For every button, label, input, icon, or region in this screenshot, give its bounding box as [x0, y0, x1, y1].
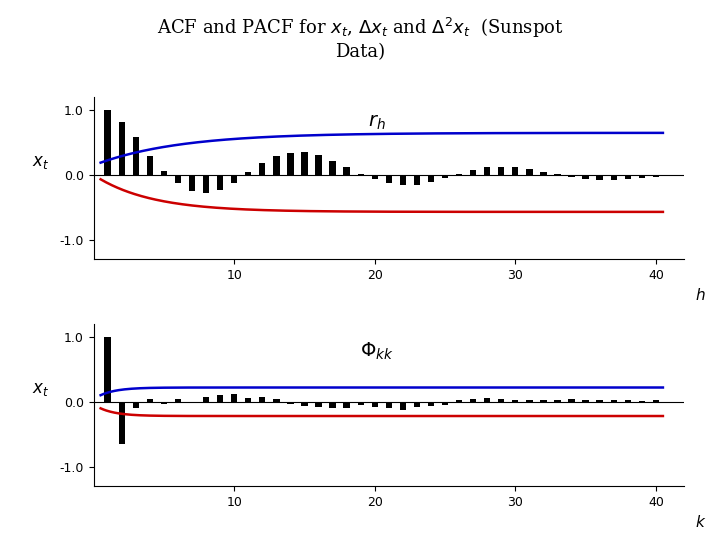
Bar — [132, 402, 139, 408]
Bar — [484, 398, 490, 402]
Bar — [484, 167, 490, 175]
Bar — [147, 156, 153, 175]
Bar — [104, 337, 111, 402]
Bar — [554, 174, 561, 175]
Bar — [287, 153, 294, 175]
Bar — [273, 156, 279, 175]
Bar — [161, 402, 167, 404]
Bar — [498, 166, 505, 175]
Bar — [442, 402, 448, 405]
Text: $x_t$: $x_t$ — [32, 153, 49, 171]
Bar — [456, 400, 462, 402]
Text: h: h — [696, 288, 706, 303]
Bar — [625, 401, 631, 402]
Bar — [343, 402, 350, 408]
Bar — [400, 402, 406, 409]
Bar — [287, 402, 294, 404]
Bar — [119, 122, 125, 175]
Bar — [372, 402, 378, 407]
Bar — [540, 401, 546, 402]
Bar — [512, 400, 518, 402]
Bar — [315, 155, 322, 175]
Bar — [330, 402, 336, 408]
Text: $\Phi_{kk}$: $\Phi_{kk}$ — [360, 340, 394, 361]
Bar — [245, 172, 251, 175]
Bar — [358, 174, 364, 175]
Text: $r_h$: $r_h$ — [368, 113, 386, 132]
Bar — [217, 395, 223, 402]
Bar — [104, 110, 111, 175]
Bar — [639, 401, 645, 402]
Bar — [203, 396, 210, 402]
Bar — [175, 399, 181, 402]
Bar — [442, 175, 448, 178]
Bar — [526, 401, 533, 402]
Bar — [119, 402, 125, 444]
Text: k: k — [696, 515, 705, 530]
Bar — [653, 175, 659, 177]
Bar — [554, 400, 561, 402]
Bar — [526, 169, 533, 175]
Bar — [498, 399, 505, 402]
Bar — [161, 171, 167, 175]
Bar — [568, 175, 575, 177]
Bar — [330, 161, 336, 175]
Bar — [596, 401, 603, 402]
Bar — [358, 402, 364, 405]
Bar — [189, 175, 195, 191]
Bar — [596, 175, 603, 180]
Bar — [470, 399, 477, 402]
Bar — [301, 152, 307, 175]
Bar — [147, 399, 153, 402]
Bar — [625, 175, 631, 179]
Bar — [414, 402, 420, 407]
Bar — [217, 175, 223, 190]
Bar — [582, 175, 589, 179]
Bar — [245, 398, 251, 402]
Bar — [231, 394, 238, 402]
Bar — [386, 402, 392, 408]
Bar — [428, 175, 434, 182]
Bar — [203, 175, 210, 193]
Bar — [414, 175, 420, 185]
Bar — [611, 400, 617, 402]
Bar — [582, 400, 589, 402]
Bar — [259, 163, 266, 175]
Bar — [343, 167, 350, 175]
Bar — [259, 396, 266, 402]
Bar — [568, 399, 575, 402]
Bar — [273, 399, 279, 402]
Bar — [175, 175, 181, 184]
Bar — [456, 174, 462, 175]
Bar — [611, 175, 617, 180]
Bar — [540, 172, 546, 175]
Bar — [512, 167, 518, 175]
Bar — [231, 175, 238, 183]
Bar — [653, 400, 659, 402]
Bar — [400, 175, 406, 185]
Bar — [132, 137, 139, 175]
Bar — [315, 402, 322, 407]
Text: $x_t$: $x_t$ — [32, 380, 49, 398]
Bar — [301, 402, 307, 406]
Text: ACF and PACF for $x_t$, $\Delta x_t$ and $\Delta^2 x_t$  (Sunspot
Data): ACF and PACF for $x_t$, $\Delta x_t$ and… — [157, 16, 563, 61]
Bar — [372, 175, 378, 179]
Bar — [386, 175, 392, 184]
Bar — [470, 170, 477, 175]
Bar — [639, 175, 645, 178]
Bar — [428, 402, 434, 406]
